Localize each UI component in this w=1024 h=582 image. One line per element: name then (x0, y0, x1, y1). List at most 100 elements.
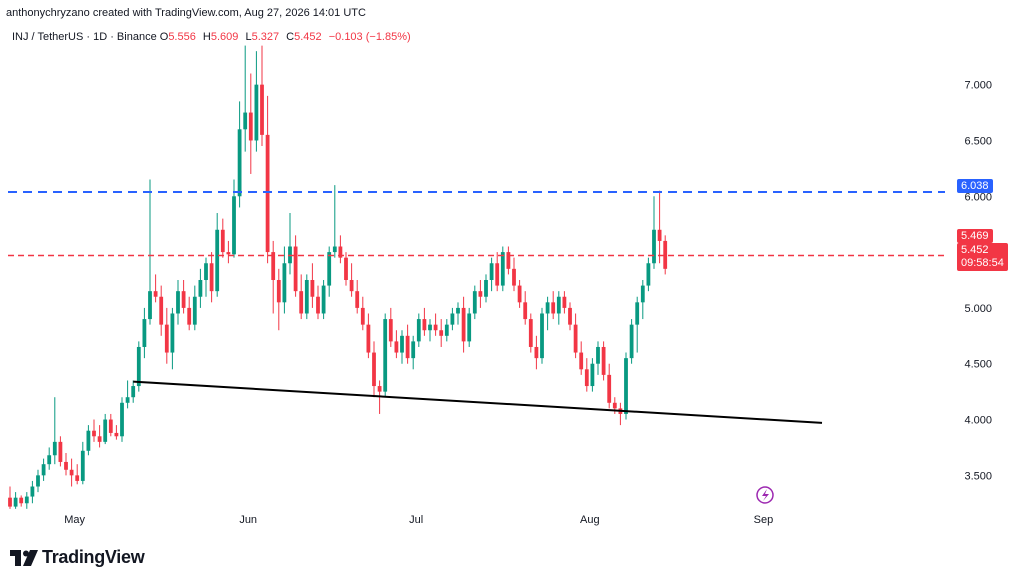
candle[interactable] (484, 274, 488, 303)
candle[interactable] (108, 413, 113, 437)
candle[interactable] (629, 319, 634, 364)
candle[interactable] (248, 73, 253, 174)
candle[interactable] (405, 324, 410, 364)
symbol-name[interactable]: INJ / TetherUS · 1D · Binance (12, 31, 157, 43)
candle[interactable] (635, 296, 640, 353)
candle[interactable] (293, 235, 298, 297)
candle[interactable] (657, 190, 662, 264)
candle[interactable] (388, 307, 393, 347)
candle[interactable] (528, 313, 533, 353)
candle[interactable] (523, 291, 528, 325)
candle[interactable] (131, 380, 136, 403)
candle[interactable] (271, 240, 276, 314)
candle[interactable] (58, 436, 63, 467)
candle[interactable] (573, 313, 578, 359)
candle[interactable] (181, 280, 186, 314)
lightning-icon[interactable] (756, 486, 774, 504)
candle[interactable] (75, 464, 80, 485)
candle[interactable] (19, 495, 24, 507)
candle[interactable] (495, 252, 500, 292)
candle[interactable] (276, 268, 281, 331)
candle[interactable] (500, 246, 505, 292)
candle[interactable] (125, 380, 130, 409)
candle[interactable] (584, 358, 589, 392)
candle[interactable] (69, 458, 74, 487)
candle[interactable] (562, 291, 567, 314)
candle[interactable] (444, 319, 449, 342)
candle[interactable] (540, 307, 544, 364)
candle[interactable] (80, 441, 85, 485)
candle[interactable] (349, 263, 354, 297)
candle[interactable] (220, 218, 225, 258)
candle[interactable] (321, 280, 326, 320)
candle[interactable] (467, 307, 472, 347)
candle[interactable] (596, 341, 600, 375)
candle[interactable] (327, 246, 332, 297)
candle[interactable] (226, 240, 231, 264)
candle[interactable] (136, 341, 141, 392)
candle[interactable] (579, 341, 584, 375)
candle[interactable] (545, 296, 550, 331)
candle[interactable] (383, 313, 388, 398)
candle[interactable] (159, 285, 164, 336)
candle[interactable] (534, 335, 539, 370)
candle[interactable] (288, 213, 292, 275)
candle[interactable] (411, 335, 416, 370)
candle[interactable] (472, 285, 477, 320)
candle[interactable] (310, 263, 315, 308)
candle[interactable] (394, 330, 399, 359)
candle[interactable] (618, 402, 623, 426)
candle[interactable] (47, 447, 52, 470)
tradingview-logo[interactable]: TradingView (10, 547, 145, 568)
candle[interactable] (97, 425, 102, 448)
candle[interactable] (556, 291, 561, 325)
candle[interactable] (41, 458, 46, 481)
candle[interactable] (187, 296, 192, 331)
candle[interactable] (506, 246, 511, 275)
candle[interactable] (24, 492, 29, 509)
candle[interactable] (204, 257, 208, 297)
candle[interactable] (366, 313, 371, 359)
candle[interactable] (209, 252, 214, 303)
candle[interactable] (92, 419, 96, 442)
candle[interactable] (568, 302, 572, 331)
candle[interactable] (114, 425, 119, 440)
candle[interactable] (215, 213, 220, 297)
candle[interactable] (299, 274, 304, 320)
candle[interactable] (624, 352, 628, 420)
candle[interactable] (428, 319, 432, 342)
candle[interactable] (663, 235, 668, 275)
candle[interactable] (282, 246, 287, 314)
candle[interactable] (517, 280, 522, 308)
candle[interactable] (304, 274, 309, 320)
candle[interactable] (512, 257, 516, 292)
price-chart[interactable]: 3.5004.0004.5005.0005.5006.0006.5007.000… (0, 0, 1024, 540)
candle[interactable] (601, 341, 606, 381)
candle[interactable] (461, 296, 466, 353)
candle[interactable] (360, 296, 365, 331)
candle[interactable] (400, 330, 404, 364)
candle[interactable] (243, 45, 248, 152)
candle[interactable] (433, 313, 438, 336)
candle[interactable] (120, 397, 124, 442)
candle[interactable] (652, 196, 656, 269)
candle[interactable] (372, 341, 376, 398)
candle[interactable] (316, 285, 320, 320)
candle[interactable] (52, 397, 57, 465)
trendline[interactable] (133, 380, 823, 424)
candle[interactable] (13, 492, 18, 509)
candle[interactable] (456, 302, 460, 325)
candle[interactable] (551, 291, 556, 320)
candle[interactable] (254, 51, 259, 152)
candle[interactable] (640, 280, 645, 320)
candle[interactable] (260, 45, 264, 147)
candle[interactable] (170, 307, 175, 370)
candle[interactable] (265, 95, 270, 264)
candle[interactable] (103, 413, 108, 445)
candle[interactable] (489, 257, 494, 292)
candle[interactable] (36, 469, 40, 493)
candle[interactable] (338, 235, 343, 264)
candle[interactable] (646, 257, 651, 292)
candle[interactable] (198, 268, 203, 308)
candle[interactable] (192, 285, 197, 331)
